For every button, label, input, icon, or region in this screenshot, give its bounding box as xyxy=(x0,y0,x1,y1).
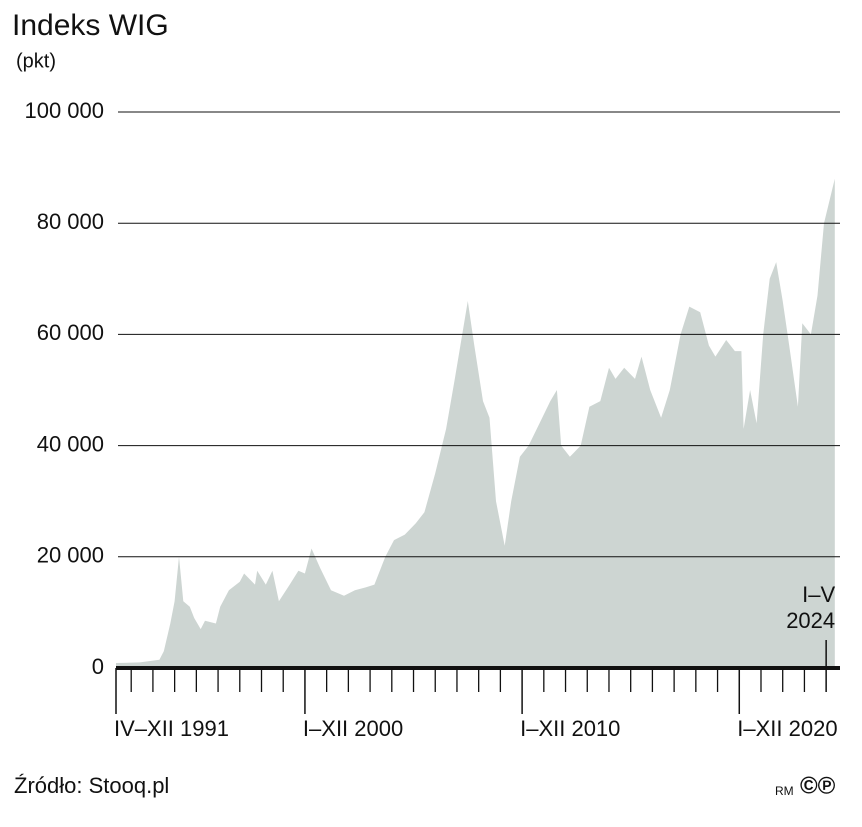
chart-subtitle: (pkt) xyxy=(16,50,56,72)
x-tick-label: IV–XII 1991 xyxy=(114,716,229,741)
logo: RM xyxy=(775,784,794,798)
logo: ©℗ xyxy=(800,772,836,799)
annotation: 2024 xyxy=(786,608,835,633)
y-tick-label: 60 000 xyxy=(37,320,104,345)
annotation: I–V xyxy=(802,582,835,607)
x-tick-label: I–XII 2010 xyxy=(520,716,620,741)
y-tick-label: 80 000 xyxy=(37,209,104,234)
y-tick-label: 0 xyxy=(92,654,104,679)
y-tick-label: 20 000 xyxy=(37,543,104,568)
y-tick-label: 40 000 xyxy=(37,431,104,456)
x-tick-label: I–XII 2020 xyxy=(737,716,837,741)
x-tick-label: I–XII 2000 xyxy=(303,716,403,741)
y-tick-label: 100 000 xyxy=(24,98,104,123)
source: Źródło: Stooq.pl xyxy=(14,773,169,798)
chart-title: Indeks WIG xyxy=(12,9,169,42)
area xyxy=(116,178,835,668)
